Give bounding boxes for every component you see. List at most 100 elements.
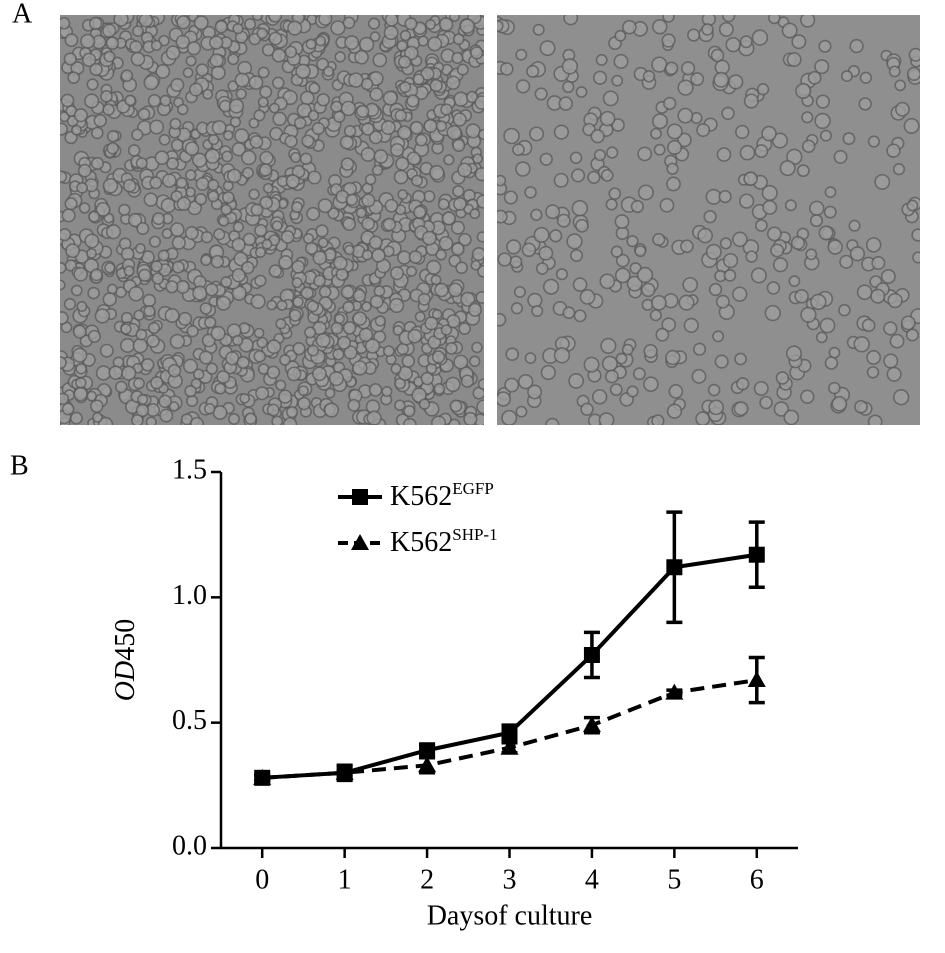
cell [457, 162, 473, 178]
cell [738, 193, 755, 209]
cell [906, 66, 920, 82]
cell [450, 242, 465, 256]
cell [506, 239, 522, 255]
cell [501, 409, 518, 425]
cell [284, 134, 298, 148]
cell [761, 184, 778, 202]
cell [532, 23, 545, 36]
cell [562, 306, 576, 320]
cell [888, 65, 901, 78]
cell [162, 173, 177, 188]
cell [856, 284, 873, 301]
cell [652, 19, 668, 35]
cell [636, 266, 654, 284]
cell [381, 385, 393, 398]
cell [324, 387, 336, 399]
cell [859, 71, 873, 84]
cell [339, 135, 354, 150]
cell [60, 311, 69, 325]
cell [308, 82, 321, 95]
cell [90, 268, 103, 282]
cell [218, 215, 230, 227]
marker [501, 724, 518, 741]
x-tick-label: 1 [338, 864, 352, 895]
cell [405, 265, 418, 277]
cell [271, 48, 287, 63]
cell [231, 142, 247, 157]
cell [347, 398, 361, 412]
cell [151, 272, 164, 285]
cell [200, 254, 212, 267]
cell [60, 262, 67, 274]
cell [867, 414, 883, 425]
cell [63, 297, 77, 311]
cell [626, 275, 643, 292]
cell [678, 294, 695, 311]
cell [151, 212, 166, 226]
cell [259, 150, 274, 165]
cell [651, 414, 665, 425]
cell [65, 243, 81, 259]
cell [570, 249, 584, 263]
cell [304, 326, 317, 339]
cell [430, 415, 447, 425]
cell [710, 48, 725, 63]
cell [561, 58, 579, 75]
cell [713, 71, 730, 88]
cell [650, 294, 667, 311]
cell [697, 227, 713, 244]
cell [149, 119, 165, 135]
cell [104, 262, 116, 274]
cell [342, 16, 356, 30]
cell [411, 387, 427, 403]
cell [280, 229, 295, 244]
cell [390, 142, 405, 158]
cell [602, 90, 619, 107]
cell [911, 228, 920, 242]
cell [249, 135, 264, 149]
cell [73, 108, 88, 123]
cell [719, 237, 732, 250]
marker [665, 683, 684, 700]
cell [369, 294, 384, 309]
cell [435, 120, 448, 132]
cell [200, 230, 214, 244]
cell [471, 247, 484, 262]
cell [874, 173, 891, 190]
marker [419, 742, 436, 759]
cell [463, 411, 478, 425]
cell [369, 31, 381, 42]
cell [626, 235, 639, 248]
cell [764, 304, 782, 322]
cell [154, 150, 170, 166]
cell [299, 152, 313, 166]
cell [184, 226, 199, 241]
cell [248, 117, 260, 129]
cell [438, 17, 454, 32]
cell [311, 121, 325, 136]
legend-name: K562 [390, 527, 452, 558]
cell [497, 20, 504, 33]
cell [452, 185, 465, 198]
cell [558, 96, 573, 111]
cell [420, 371, 434, 386]
cell [819, 129, 832, 142]
cell [315, 224, 329, 238]
cell [259, 85, 273, 99]
cell [555, 268, 569, 281]
cell [756, 83, 770, 96]
cell [272, 111, 287, 127]
cell [814, 59, 830, 75]
cell [887, 292, 903, 309]
marker [418, 756, 437, 773]
cell [818, 225, 834, 241]
cell [677, 79, 694, 96]
cell [429, 78, 443, 93]
cell [476, 194, 484, 209]
cell [132, 25, 144, 38]
cell [148, 235, 162, 248]
cell [60, 356, 67, 370]
cell [786, 52, 802, 68]
cell [60, 392, 70, 406]
cell [137, 107, 151, 121]
